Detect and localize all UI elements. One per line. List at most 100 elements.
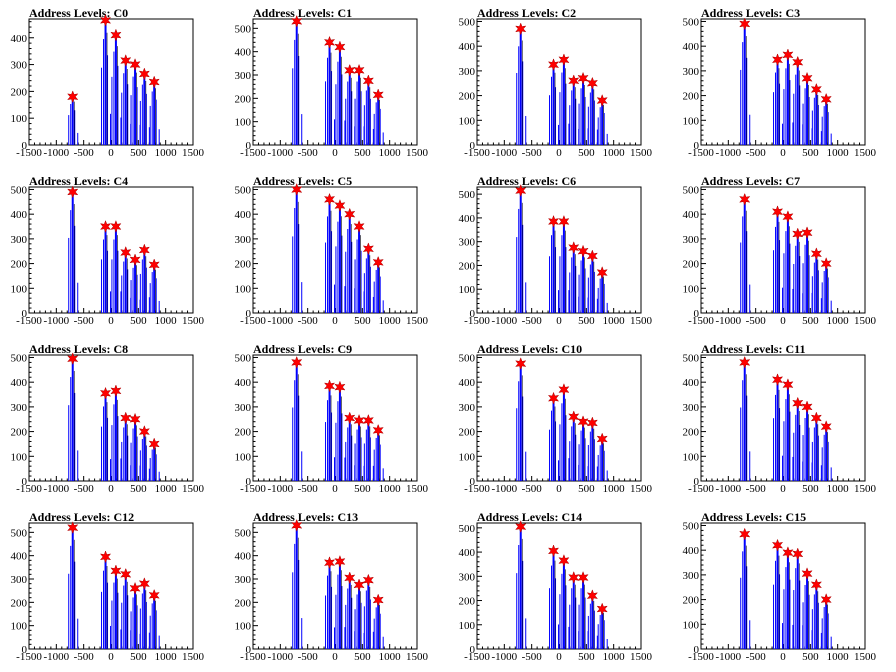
peak-marker [586, 589, 598, 603]
x-tick-label: 0 [780, 315, 786, 327]
peak-marker [362, 74, 374, 88]
y-tick-label: 0 [694, 140, 700, 152]
x-tick-label: 0 [108, 651, 114, 663]
peak-marker [792, 396, 804, 410]
x-tick-label: -1000 [43, 315, 69, 327]
peak-marker [782, 378, 794, 392]
chart-panel-15: Address Levels: C15 0 100 200 300 400 500 -1500… [683, 510, 877, 663]
y-tick-label: 500 [459, 352, 476, 364]
y-tick-label: 400 [11, 209, 28, 221]
x-tick-label: 1500 [854, 651, 877, 663]
peak-marker [110, 384, 122, 398]
x-tick-label: 0 [556, 147, 562, 159]
x-tick-label: -500 [298, 147, 319, 159]
y-tick-label: 100 [235, 283, 252, 295]
peak-marker [801, 226, 813, 240]
x-tick-label: -1500 [16, 315, 42, 327]
y-tick-label: 0 [470, 308, 476, 320]
chart-title: Address Levels: C14 [477, 510, 582, 524]
x-tick-label: 1000 [603, 483, 626, 495]
peak-marker [515, 357, 527, 371]
y-tick-label: 200 [459, 427, 476, 439]
x-tick-label: 0 [108, 147, 114, 159]
peak-marker [372, 423, 384, 437]
peak-marker [782, 210, 794, 224]
peak-marker [138, 67, 150, 81]
peak-marker [820, 257, 832, 271]
x-tick-label: 1500 [182, 483, 205, 495]
x-tick-label: 0 [556, 651, 562, 663]
chart-title: Address Levels: C8 [29, 342, 128, 356]
x-tick-label: -1500 [688, 483, 714, 495]
y-tick-label: 0 [22, 644, 28, 656]
peak-marker [120, 411, 132, 425]
peak-marker [577, 415, 589, 429]
peak-marker [515, 184, 527, 198]
y-tick-label: 100 [683, 619, 700, 631]
peak-marker [334, 199, 346, 213]
y-tick-label: 300 [683, 234, 700, 246]
peak-marker [353, 413, 365, 427]
peak-marker [120, 245, 132, 259]
x-tick-label: 1000 [379, 651, 402, 663]
peak-marker [547, 391, 560, 405]
y-tick-label: 400 [235, 551, 252, 563]
peak-marker [558, 214, 570, 228]
y-tick-label: 200 [11, 597, 28, 609]
peak-marker [801, 400, 813, 414]
peak-marker [323, 556, 336, 570]
peak-marker [67, 352, 79, 366]
x-tick-label: -1500 [240, 315, 266, 327]
x-tick-label: -500 [522, 147, 543, 159]
x-tick-label: -500 [298, 651, 319, 663]
y-tick-label: 100 [459, 451, 476, 463]
x-tick-label: 0 [332, 147, 338, 159]
x-tick-label: -1000 [491, 651, 517, 663]
y-tick-label: 500 [11, 352, 28, 364]
peak-marker [820, 420, 832, 434]
x-tick-label: 0 [780, 651, 786, 663]
chart-title: Address Levels: C7 [701, 174, 800, 188]
y-tick-label: 0 [246, 476, 252, 488]
y-tick-label: 0 [22, 308, 28, 320]
chart-panel-9: Address Levels: C90100200300400500-1500-… [235, 342, 429, 495]
peak-marker [129, 58, 141, 72]
y-tick-label: 300 [11, 574, 28, 586]
peak-marker [586, 76, 598, 90]
x-tick-label: -1500 [688, 651, 714, 663]
peak-marker [129, 412, 141, 426]
peak-marker [138, 425, 150, 439]
x-tick-label: -500 [746, 483, 767, 495]
chart-panel-12: Address Levels: C12 0 100 200 300 400 500 -1500… [11, 510, 205, 663]
chart-panel-1: Address Levels: C10100200300400500-1500-… [235, 6, 429, 159]
y-tick-label: 0 [694, 644, 700, 656]
x-tick-label: 1000 [379, 315, 402, 327]
x-tick-label: -1000 [491, 315, 517, 327]
y-tick-label: 100 [459, 115, 476, 127]
y-tick-label: 0 [246, 140, 252, 152]
y-tick-label: 0 [470, 476, 476, 488]
y-tick-label: 300 [459, 237, 476, 249]
x-tick-label: -1000 [267, 651, 293, 663]
peak-marker [323, 379, 336, 393]
y-tick-label: 500 [459, 189, 476, 201]
chart-title: Address Levels: C13 [253, 510, 358, 524]
peak-marker [129, 253, 141, 267]
y-tick-label: 400 [459, 377, 476, 389]
y-tick-label: 400 [11, 551, 28, 563]
y-tick-label: 0 [22, 140, 28, 152]
chart-panel-11: Address Levels: C11 0 100 200 300 400 500 -1500… [683, 342, 877, 495]
peak-marker [99, 550, 112, 564]
chart-panel-7: Address Levels: C70100200300400500-1500-… [683, 174, 877, 327]
peak-marker [596, 94, 608, 108]
peak-marker [120, 54, 132, 68]
x-tick-label: 1000 [827, 147, 850, 159]
y-tick-label: 200 [459, 596, 476, 608]
y-tick-label: 400 [683, 41, 700, 53]
x-tick-label: -500 [746, 147, 767, 159]
peak-marker [771, 373, 784, 387]
x-tick-label: 500 [130, 315, 147, 327]
peak-marker [148, 258, 160, 272]
y-tick-label: 500 [235, 184, 252, 196]
y-tick-label: 300 [683, 66, 700, 78]
